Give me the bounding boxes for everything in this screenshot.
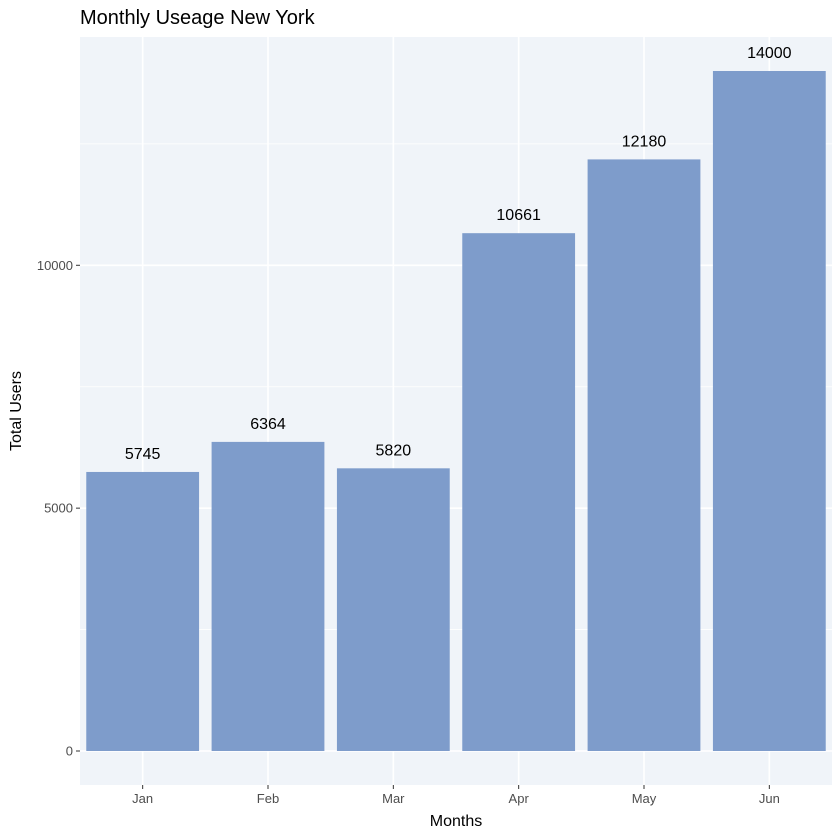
y-axis: 0 5000 10000 — [37, 258, 80, 759]
data-label-jun: 14000 — [747, 45, 792, 62]
x-axis: Jan Feb Mar Apr May Jun — [132, 785, 780, 806]
x-tick-label: May — [632, 791, 657, 806]
x-tick-label: Jan — [132, 791, 153, 806]
x-tick-label: Jun — [759, 791, 780, 806]
bars — [86, 71, 826, 751]
bar-may — [587, 159, 701, 751]
data-label-mar: 5820 — [376, 442, 412, 459]
chart-title: Monthly Useage New York — [80, 7, 316, 29]
plot-panel — [80, 37, 832, 785]
data-label-feb: 6364 — [250, 416, 286, 433]
y-tick-label: 0 — [66, 744, 73, 759]
x-tick-label: Mar — [382, 791, 405, 806]
y-tick-label: 5000 — [44, 501, 73, 516]
x-tick-label: Apr — [509, 791, 530, 806]
data-labels: 5745 6364 5820 10661 12180 14000 — [125, 45, 792, 463]
data-label-may: 12180 — [622, 133, 667, 150]
data-label-apr: 10661 — [496, 207, 541, 224]
y-tick-label: 10000 — [37, 258, 73, 273]
bar-mar — [336, 468, 450, 751]
x-tick-label: Feb — [257, 791, 279, 806]
x-axis-title: Months — [430, 813, 482, 830]
data-label-jan: 5745 — [125, 446, 161, 463]
bar-jan — [86, 471, 200, 751]
bar-apr — [462, 233, 576, 751]
bar-jun — [712, 71, 826, 751]
y-axis-title: Total Users — [8, 371, 25, 451]
bar-feb — [211, 441, 325, 751]
